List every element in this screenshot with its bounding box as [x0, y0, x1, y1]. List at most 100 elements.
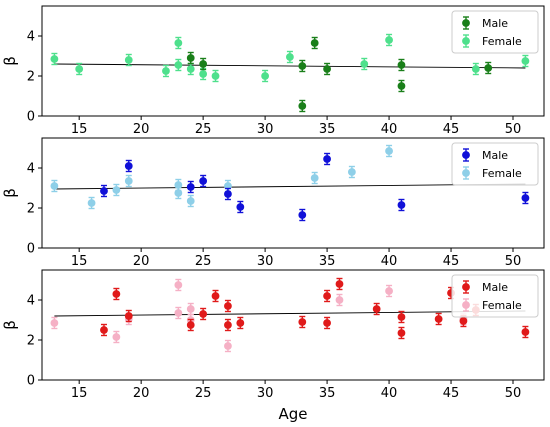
data-point: [236, 203, 245, 211]
x-axis-label: Age: [278, 405, 307, 423]
data-point: [50, 55, 59, 63]
data-point: [186, 197, 195, 205]
data-point: [224, 321, 232, 329]
data-point: [224, 342, 232, 350]
data-point: [323, 319, 331, 327]
x-tick-label: 40: [381, 122, 398, 137]
x-tick-label: 35: [319, 254, 336, 269]
data-point: [100, 187, 108, 195]
data-point: [162, 67, 170, 75]
series-male: [186, 36, 493, 113]
data-point: [397, 329, 406, 337]
y-tick-label: 2: [27, 202, 35, 217]
x-tick-label: 35: [319, 122, 336, 137]
y-axis-label: β: [1, 56, 19, 66]
data-point: [261, 72, 270, 80]
data-point: [385, 36, 393, 44]
data-point: [174, 61, 183, 69]
legend-marker-dot: [462, 283, 470, 291]
x-tick-label: 15: [71, 254, 88, 269]
series-female: [50, 33, 530, 83]
data-point: [335, 296, 344, 304]
y-tick-label: 4: [27, 30, 35, 45]
data-point: [199, 60, 208, 68]
panel-middle: 15 20 25 30 35 40 45 50 0 2 4 β Male Female: [1, 137, 545, 269]
data-point: [298, 102, 307, 110]
data-point: [298, 211, 307, 219]
y-tick-label: 4: [27, 294, 35, 309]
data-point: [174, 189, 183, 197]
y-axis-label: β: [1, 188, 19, 198]
data-point: [186, 183, 195, 191]
x-tick-label: 50: [505, 386, 522, 401]
data-point: [50, 182, 59, 190]
data-point: [335, 280, 344, 288]
x-tick-label: 40: [381, 386, 398, 401]
legend-label-male: Male: [482, 17, 508, 30]
data-point: [199, 70, 208, 78]
data-point: [310, 174, 319, 182]
data-point: [298, 62, 307, 70]
data-point: [521, 328, 530, 336]
data-point: [236, 319, 245, 327]
data-point: [100, 326, 108, 334]
data-point: [174, 309, 183, 317]
data-point: [112, 333, 121, 341]
data-point: [397, 201, 406, 209]
legend-label-male: Male: [482, 281, 508, 294]
data-point: [397, 61, 406, 69]
data-point: [434, 315, 443, 323]
x-tick-label: 30: [257, 122, 274, 137]
data-point: [224, 302, 232, 310]
x-tick-label: 50: [505, 122, 522, 137]
x-tick-label: 20: [133, 122, 150, 137]
y-tick-label: 2: [27, 70, 35, 85]
trend-line: [54, 183, 526, 190]
data-point: [87, 199, 96, 207]
data-point: [224, 190, 232, 198]
data-point: [323, 65, 331, 73]
data-point: [459, 317, 468, 325]
data-point: [471, 65, 480, 73]
plot-frame: [41, 5, 545, 117]
data-point: [323, 292, 331, 300]
legend-box: [451, 10, 539, 54]
legend-label-female: Female: [482, 35, 522, 48]
panel-top: 15 20 25 30 35 40 45 50 0 2 4 β Male Female: [1, 5, 545, 137]
data-point: [112, 186, 121, 194]
data-point: [347, 168, 356, 176]
x-tick-label: 45: [443, 386, 460, 401]
data-point: [211, 72, 220, 80]
data-point: [186, 65, 195, 73]
trend-line: [54, 63, 526, 69]
legend-marker-dot: [462, 169, 470, 177]
data-point: [75, 65, 84, 73]
data-point: [124, 162, 133, 170]
data-point: [385, 287, 393, 295]
data-point: [385, 147, 393, 155]
data-point: [360, 60, 369, 68]
data-point: [174, 281, 183, 289]
legend-label-female: Female: [482, 167, 522, 180]
data-point: [186, 305, 195, 313]
x-tick-label: 25: [195, 254, 212, 269]
legend-marker-dot: [462, 301, 470, 309]
series-male: [100, 277, 530, 340]
data-point: [124, 177, 133, 185]
x-tick-label: 25: [195, 386, 212, 401]
data-point: [298, 318, 307, 326]
x-tick-label: 50: [505, 254, 522, 269]
legend: Male Female: [451, 274, 539, 318]
legend-box: [451, 142, 539, 186]
data-point: [323, 155, 331, 163]
x-tick-label: 45: [443, 254, 460, 269]
data-point: [50, 319, 59, 327]
x-tick-label: 20: [133, 254, 150, 269]
data-point: [397, 313, 406, 321]
plot-frame: [41, 137, 545, 249]
data-point: [124, 56, 133, 64]
panel-bottom: 15 20 25 30 35 40 45 50 0 2 4 β Male Female: [1, 269, 545, 401]
y-tick-label: 0: [27, 110, 35, 125]
x-tick-label: 30: [257, 386, 274, 401]
